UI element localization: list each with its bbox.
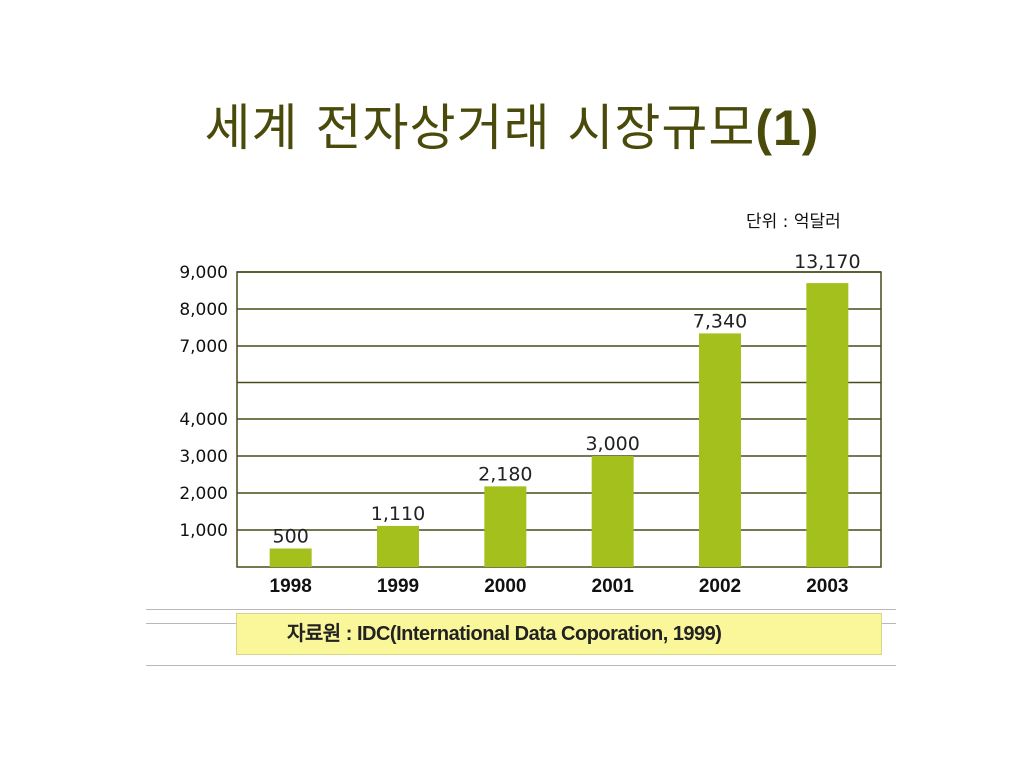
source-label: 자료원 : IDC(International Data Coporation,… xyxy=(287,623,722,645)
bars xyxy=(269,283,849,567)
unit-label: 단위 : 억달러 xyxy=(746,212,841,232)
bar xyxy=(484,486,527,567)
source-divider-top xyxy=(146,609,896,610)
x-tick-label: 2002 xyxy=(699,576,741,597)
y-tick-label: 9,000 xyxy=(179,263,228,283)
bar-value-label: 7,340 xyxy=(693,310,747,332)
x-tick-label: 1999 xyxy=(377,576,419,597)
source-divider-bottom xyxy=(146,665,896,666)
x-tick-label: 2000 xyxy=(484,576,526,597)
bar xyxy=(377,525,419,567)
bar xyxy=(806,283,849,567)
page-title: 세계 전자상거래 시장규모(1) xyxy=(0,98,1024,158)
x-tick-label: 2003 xyxy=(806,576,848,597)
y-tick-label: 3,000 xyxy=(179,447,228,467)
x-tick-label: 2001 xyxy=(592,576,635,597)
bar-value-label: 3,000 xyxy=(585,433,639,455)
x-tick-label: 1998 xyxy=(270,576,312,597)
source-box: 자료원 : IDC(International Data Coporation,… xyxy=(236,613,882,655)
bar-value-label: 500 xyxy=(273,526,309,548)
title-text: 세계 전자상거래 시장규모 xyxy=(204,99,756,157)
bar xyxy=(699,333,741,567)
bar xyxy=(269,548,312,567)
bar-value-label: 1,110 xyxy=(371,503,425,525)
title-number: (1) xyxy=(755,100,820,156)
y-tick-label: 8,000 xyxy=(179,300,228,320)
labels: 1,000 2,000 3,000 4,000 7,000 8,000 9,000 500 19… xyxy=(179,251,860,597)
bar-value-label: 13,170 xyxy=(794,251,860,273)
y-tick-label: 4,000 xyxy=(179,410,228,430)
grid-lines xyxy=(236,271,882,568)
y-tick-label: 1,000 xyxy=(179,521,228,541)
bar xyxy=(591,456,634,567)
bar-value-label: 2,180 xyxy=(478,463,532,485)
y-tick-label: 2,000 xyxy=(179,484,228,504)
y-tick-label: 7,000 xyxy=(179,337,228,357)
